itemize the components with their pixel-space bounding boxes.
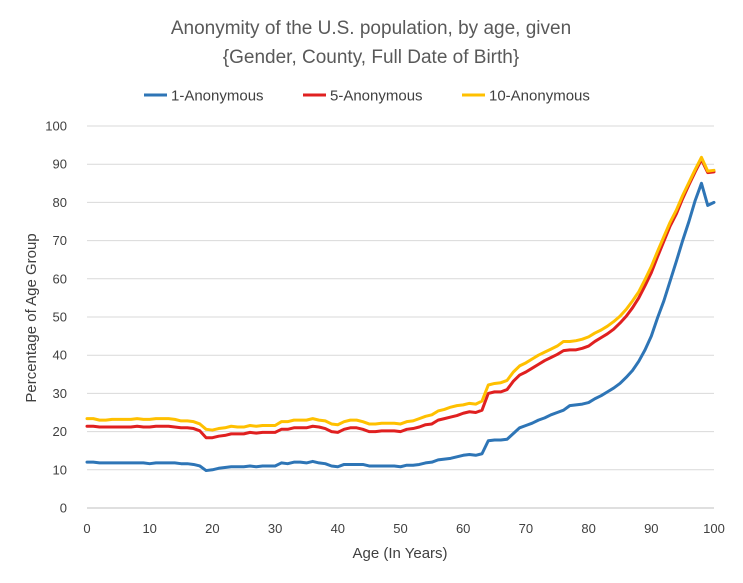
x-tick-label: 100	[703, 521, 725, 536]
y-tick-label: 20	[53, 424, 67, 439]
x-tick-label: 50	[393, 521, 407, 536]
series-line-5-anonymous	[85, 158, 716, 440]
y-axis-tick-labels: 0 10 20 30 40 50 60 70 80 90 100	[45, 119, 67, 516]
chart-title-line-2: {Gender, County, Full Date of Birth}	[223, 47, 519, 68]
y-tick-label: 30	[53, 386, 67, 401]
x-axis-tick-labels: 0 10 20 30 40 50 60 70 80 90 100	[83, 521, 724, 536]
x-tick-label: 70	[519, 521, 533, 536]
x-tick-label: 40	[331, 521, 345, 536]
series-line-1-anonymous	[85, 181, 716, 473]
legend-label-10-anonymous: 10-Anonymous	[489, 88, 590, 105]
y-tick-label: 0	[60, 501, 67, 516]
legend: 1-Anonymous 5-Anonymous 10-Anonymous	[144, 88, 590, 105]
y-tick-label: 10	[53, 462, 67, 477]
y-tick-label: 70	[53, 233, 67, 248]
series-lines	[85, 155, 716, 473]
series-line-10-anonymous	[85, 155, 716, 432]
x-tick-label: 80	[581, 521, 595, 536]
x-tick-label: 0	[83, 521, 90, 536]
y-tick-label: 60	[53, 271, 67, 286]
x-tick-label: 60	[456, 521, 470, 536]
y-axis-title: Percentage of Age Group	[23, 233, 40, 402]
y-tick-label: 90	[53, 157, 67, 172]
chart-title-line-1: Anonymity of the U.S. population, by age…	[171, 18, 571, 39]
x-tick-label: 90	[644, 521, 658, 536]
x-tick-label: 30	[268, 521, 282, 536]
legend-label-5-anonymous: 5-Anonymous	[330, 88, 423, 105]
legend-label-1-anonymous: 1-Anonymous	[171, 88, 264, 105]
x-axis-title: Age (In Years)	[352, 545, 447, 562]
y-tick-label: 100	[45, 119, 67, 134]
y-tick-label: 50	[53, 310, 67, 325]
y-tick-label: 40	[53, 348, 67, 363]
x-tick-label: 10	[142, 521, 156, 536]
x-tick-label: 20	[205, 521, 219, 536]
y-tick-label: 80	[53, 195, 67, 210]
